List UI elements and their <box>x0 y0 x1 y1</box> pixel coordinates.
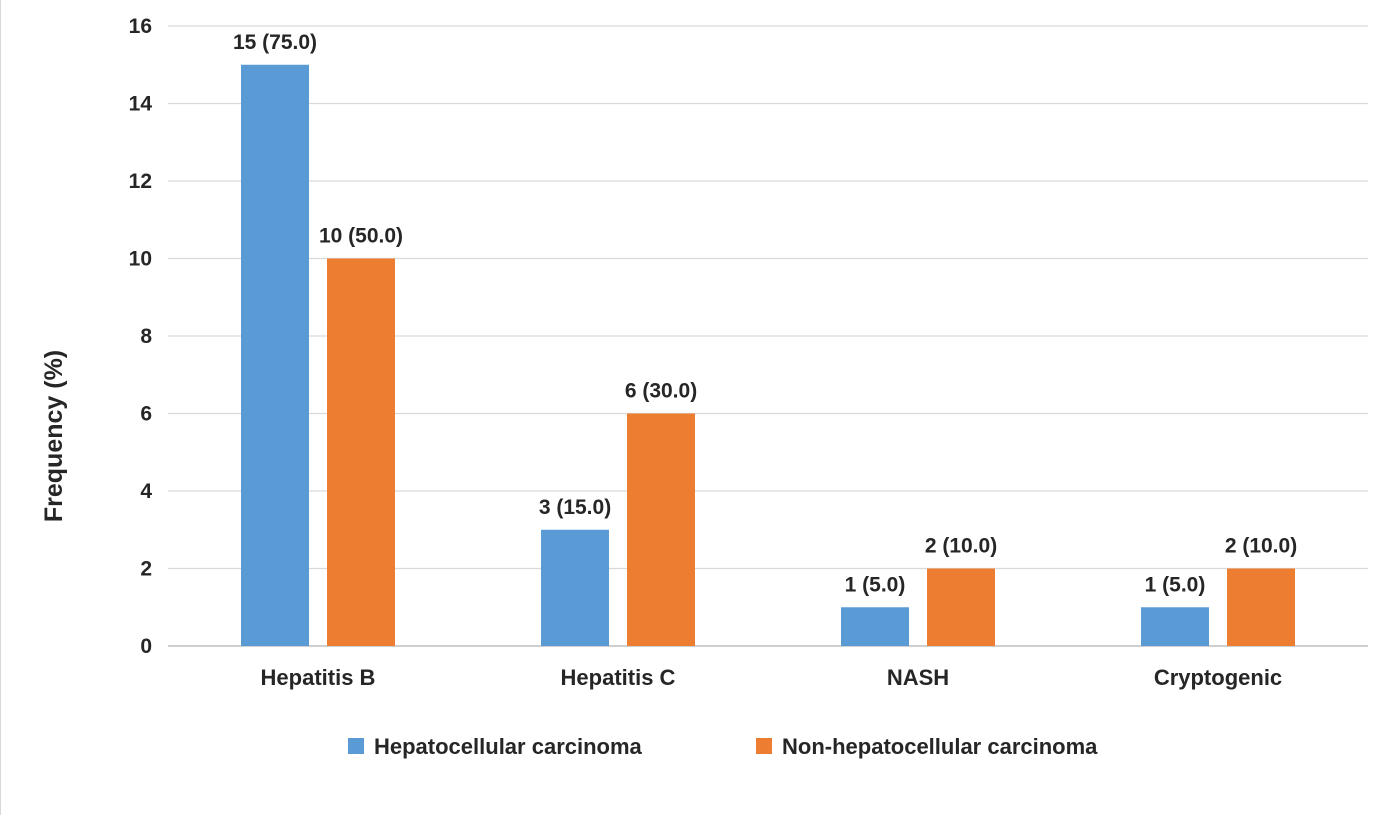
y-tick-label: 14 <box>129 93 153 116</box>
y-tick-label: 2 <box>140 558 152 581</box>
bar <box>627 413 695 646</box>
legend-swatch <box>756 738 772 754</box>
y-tick-label: 16 <box>129 15 152 38</box>
legend-label: Non-hepatocellular carcinoma <box>782 734 1098 759</box>
bar <box>1141 607 1209 646</box>
y-tick-label: 0 <box>140 635 152 658</box>
x-axis-categories: Hepatitis B Hepatitis C NASH Cryptogenic <box>261 665 1283 690</box>
y-tick-label: 10 <box>129 248 152 271</box>
data-labels: 15 (75.0) 10 (50.0) 3 (15.0) 6 (30.0) 1 (5.0… <box>233 31 1297 597</box>
legend-swatch <box>348 738 364 754</box>
data-label: 1 (5.0) <box>845 573 906 596</box>
bars <box>241 64 1295 646</box>
bar <box>327 258 395 646</box>
chart-border <box>0 0 1 815</box>
data-label: 6 (30.0) <box>625 380 697 403</box>
legend-label: Hepatocellular carcinoma <box>374 734 643 759</box>
y-tick-label: 12 <box>129 170 152 193</box>
bar <box>1227 568 1295 646</box>
y-tick-label: 4 <box>140 480 152 503</box>
y-axis-title: Frequency (%) <box>40 350 68 522</box>
data-label: 15 (75.0) <box>233 31 317 54</box>
category-label: NASH <box>887 665 949 690</box>
bar <box>927 568 995 646</box>
data-label: 2 (10.0) <box>1225 535 1297 558</box>
bar <box>241 64 309 646</box>
legend: Hepatocellular carcinoma Non-hepatocellul… <box>348 734 1098 759</box>
y-axis-ticks: 0 2 4 6 8 10 12 14 16 <box>129 15 153 658</box>
legend-item: Hepatocellular carcinoma <box>348 734 643 759</box>
legend-item: Non-hepatocellular carcinoma <box>756 734 1098 759</box>
data-label: 3 (15.0) <box>539 496 611 519</box>
category-label: Hepatitis B <box>261 665 376 690</box>
y-tick-label: 8 <box>140 325 152 348</box>
bar <box>541 529 609 646</box>
category-label: Hepatitis C <box>561 665 676 690</box>
data-label: 2 (10.0) <box>925 535 997 558</box>
data-label: 1 (5.0) <box>1145 573 1206 596</box>
y-tick-label: 6 <box>140 403 152 426</box>
data-label: 10 (50.0) <box>319 225 403 248</box>
bar <box>841 607 909 646</box>
category-label: Cryptogenic <box>1154 665 1282 690</box>
